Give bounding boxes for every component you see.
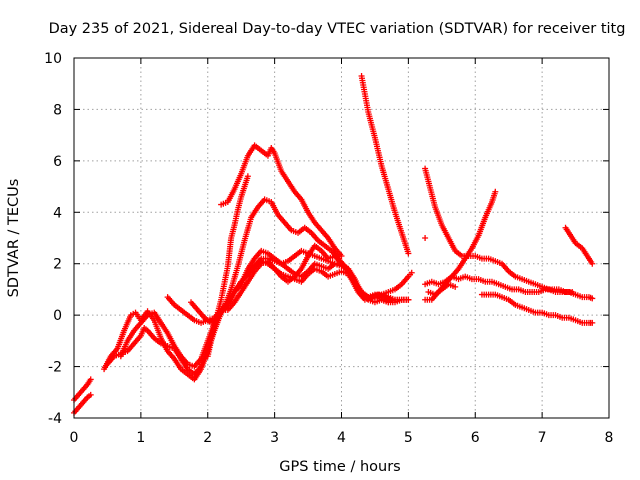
series-trace-15: [425, 281, 459, 298]
y-tick-label: 6: [53, 154, 62, 170]
y-tick-label: -2: [48, 360, 62, 376]
chart-title: Day 235 of 2021, Sidereal Day-to-day VTE…: [49, 21, 626, 37]
x-tick-label: 1: [136, 430, 145, 446]
series-trace-10: [358, 73, 412, 257]
gridlines: [74, 58, 609, 418]
x-tick-label: 6: [471, 430, 480, 446]
series-trace-2: [71, 391, 94, 416]
data-point: [87, 376, 94, 383]
data-point: [569, 289, 576, 295]
y-tick-label: 8: [53, 102, 62, 118]
series-trace-16: [478, 291, 596, 326]
data-point: [589, 319, 596, 326]
data-point: [405, 250, 412, 257]
x-tick-label: 8: [605, 430, 614, 446]
data-point: [408, 269, 415, 276]
series-trace-7: [188, 196, 395, 326]
series-trace-1: [71, 376, 94, 403]
x-tick-label: 5: [404, 430, 413, 446]
y-tick-label: 0: [53, 308, 62, 324]
x-tick-label: 7: [538, 430, 547, 446]
data-point: [388, 296, 395, 303]
y-tick-label: -4: [48, 411, 62, 427]
data-point: [589, 295, 596, 302]
series-trace-9: [204, 173, 251, 360]
series-trace-17: [562, 224, 596, 267]
x-tick-label: 2: [203, 430, 212, 446]
y-tick-label: 4: [53, 205, 62, 221]
series-trace-14: [422, 273, 576, 295]
data-point: [492, 188, 499, 195]
data-point: [589, 260, 596, 267]
x-tick-label: 4: [337, 430, 346, 446]
series-trace-8: [218, 142, 345, 259]
data-point: [452, 283, 459, 290]
data-point: [422, 235, 429, 241]
axis-ticks: 0 1 2 3 4 5 6 7 8 -4 -2 0 2 4 6 8 10: [44, 51, 613, 446]
x-tick-label: 3: [270, 430, 279, 446]
y-axis-label: SDTVAR / TECUs: [6, 179, 22, 298]
y-tick-label: 10: [44, 51, 62, 67]
data-series: [71, 73, 596, 416]
data-point: [405, 296, 412, 303]
data-point: [244, 173, 251, 180]
series-trace-5: [117, 247, 412, 370]
data-point: [338, 253, 345, 259]
series-trace-11: [422, 235, 429, 241]
data-point: [87, 391, 94, 398]
x-axis-label: GPS time / hours: [279, 459, 400, 475]
x-tick-label: 0: [70, 430, 79, 446]
y-tick-label: 2: [53, 257, 62, 273]
